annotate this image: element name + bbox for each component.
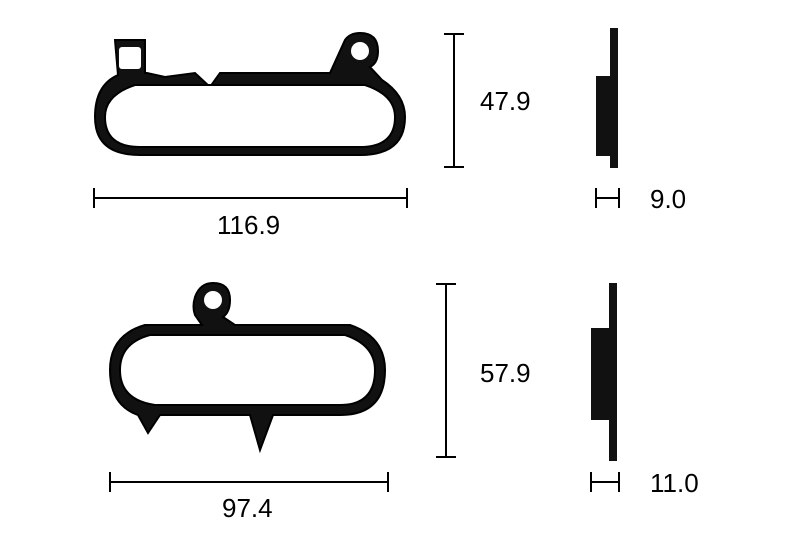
pad2-width-label: 97.4: [222, 493, 273, 524]
diagram-container: 116.9 47.9 9.0 97: [0, 0, 800, 533]
pad1-width-label: 116.9: [217, 210, 280, 241]
pad1-front-view: [80, 25, 420, 175]
pad1-height-label: 47.9: [480, 86, 531, 117]
pad2-front-view: [100, 275, 400, 470]
pad1-thickness-label: 9.0: [650, 184, 686, 215]
pad2-height-label: 57.9: [480, 358, 531, 389]
pad1-side-view: [590, 28, 625, 175]
pad2-thickness-label: 11.0: [650, 468, 699, 499]
pad2-side-view: [585, 283, 625, 468]
